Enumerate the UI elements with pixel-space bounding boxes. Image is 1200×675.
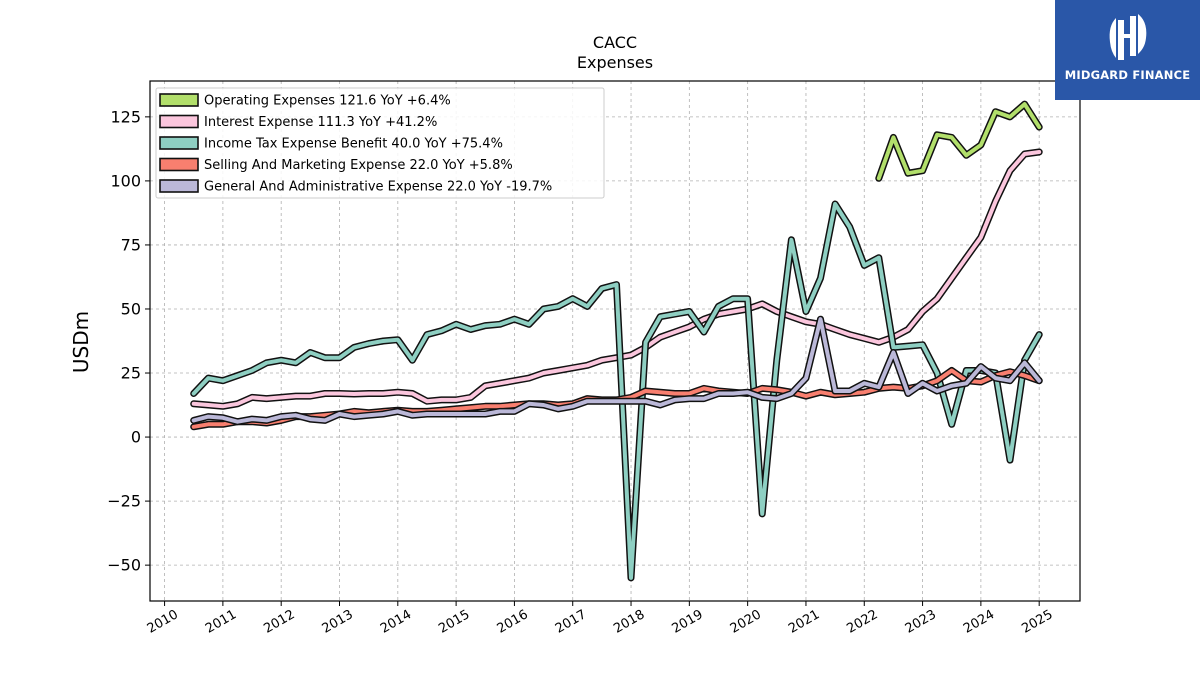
- x-tick-label: 2018: [611, 607, 647, 637]
- x-tick-label: 2011: [203, 607, 239, 637]
- chart-subtitle: Expenses: [577, 53, 653, 72]
- x-tick-label: 2021: [786, 607, 822, 637]
- y-tick-label: 50: [121, 299, 141, 318]
- x-tick-label: 2014: [378, 607, 414, 637]
- legend-swatch: [159, 114, 199, 129]
- brand-logo: MIDGARD FINANCE: [1055, 0, 1200, 100]
- series-line: [191, 150, 1042, 409]
- x-tick-label: 2022: [844, 607, 880, 637]
- series-lines: [190, 100, 1043, 582]
- series-interest-expense: [190, 148, 1043, 410]
- x-tick-label: 2020: [728, 607, 764, 637]
- legend-swatch: [159, 157, 199, 172]
- series-line: [191, 202, 1042, 580]
- x-tick-label: 2023: [903, 607, 939, 637]
- series-operating-expenses: [875, 100, 1043, 182]
- x-tick-label: 2010: [145, 607, 181, 637]
- legend-entry: Income Tax Expense Benefit 40.0 YoY +75.…: [204, 137, 503, 152]
- legend: Operating Expenses 121.6 YoY +6.4% Intere…: [155, 87, 605, 199]
- x-tick-label: 2015: [436, 607, 472, 637]
- brand-mark-icon: [1109, 14, 1147, 60]
- x-axis-ticks: 2010 2011 2012 2013 2014 2015 2016 2017 2018 2019…: [145, 601, 1056, 637]
- x-tick-label: 2024: [961, 607, 997, 637]
- legend-entry: Operating Expenses 121.6 YoY +6.4%: [204, 94, 451, 109]
- series-income-tax-expense-benefit: [190, 200, 1043, 582]
- y-tick-label: 25: [121, 364, 141, 383]
- x-tick-label: 2019: [670, 607, 706, 637]
- y-tick-label: 75: [121, 235, 141, 254]
- x-tick-label: 2016: [495, 607, 531, 637]
- y-axis-ticks: −50 −25 0 25 50 75 100 125: [107, 107, 150, 575]
- y-tick-label: −25: [107, 492, 141, 511]
- plot-frame: [149, 80, 1081, 602]
- y-tick-label: 0: [131, 428, 141, 447]
- series-line: [191, 317, 1042, 424]
- x-tick-label: 2012: [261, 607, 297, 637]
- legend-entry: Interest Expense 111.3 YoY +41.2%: [204, 115, 437, 130]
- chart-title: CACC: [593, 33, 637, 52]
- y-tick-label: 100: [110, 171, 141, 190]
- y-tick-label: 125: [110, 107, 141, 126]
- x-tick-label: 2025: [1019, 607, 1055, 637]
- legend-entry: General And Administrative Expense 22.0 …: [204, 180, 552, 195]
- legend-swatch: [159, 179, 199, 193]
- series-general-and-administrative-expense: [190, 315, 1043, 426]
- brand-name: MIDGARD FINANCE: [1064, 68, 1191, 82]
- legend-swatch: [159, 136, 199, 150]
- y-axis-label: USDm: [69, 311, 93, 373]
- x-tick-label: 2017: [553, 607, 589, 637]
- legend-swatch: [159, 93, 199, 107]
- x-tick-label: 2013: [320, 607, 356, 637]
- y-tick-label: −50: [107, 556, 141, 575]
- series-line: [876, 102, 1042, 181]
- legend-entry: Selling And Marketing Expense 22.0 YoY +…: [204, 158, 513, 173]
